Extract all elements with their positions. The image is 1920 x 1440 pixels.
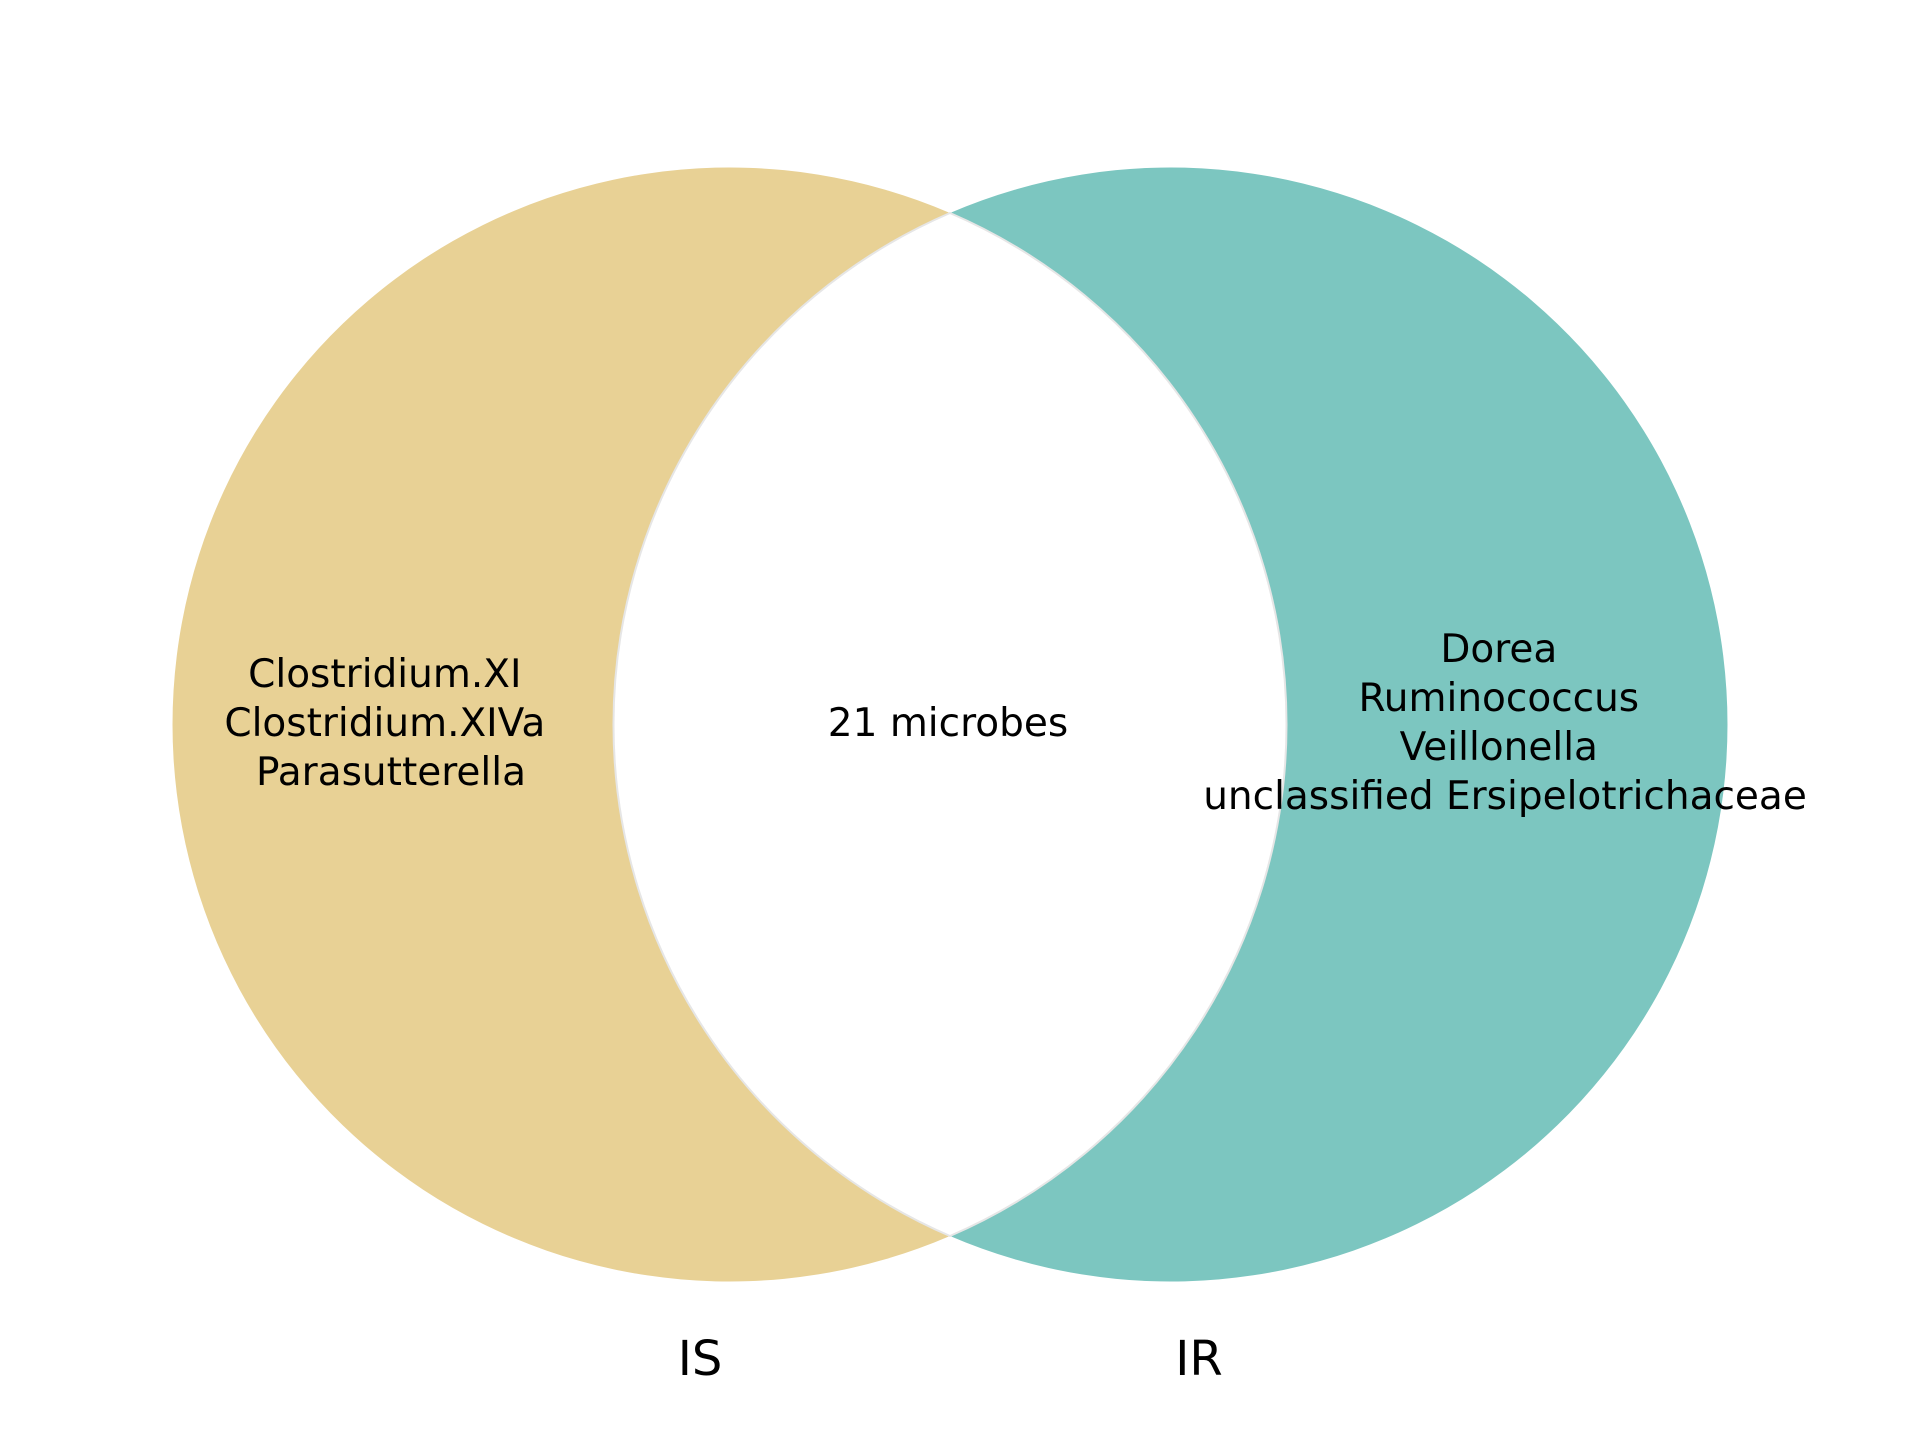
ir-only-item: Ruminococcus <box>1358 676 1639 721</box>
is-only-labels: Clostridium.XI Clostridium.XIVa Parasutt… <box>224 652 557 795</box>
ir-only-region <box>950 167 1728 1282</box>
intersection-item: 21 microbes <box>828 701 1068 746</box>
is-only-item: Parasutterella <box>256 750 526 795</box>
intersection-label: 21 microbes <box>828 701 1068 746</box>
set-label-is: IS <box>678 1331 723 1387</box>
ir-only-item: Dorea <box>1440 627 1557 672</box>
set-label-ir: IR <box>1175 1331 1223 1387</box>
is-only-item: Clostridium.XIVa <box>224 701 545 746</box>
intersection-region <box>612 211 1288 1238</box>
ir-only-labels: Dorea Ruminococcus Veillonella unclassif… <box>1203 627 1807 819</box>
is-only-item: Clostridium.XI <box>248 652 521 697</box>
ir-only-item: unclassified Ersipelotrichaceae <box>1203 774 1807 819</box>
is-only-region <box>172 167 950 1282</box>
ir-only-item: Veillonella <box>1400 725 1598 770</box>
